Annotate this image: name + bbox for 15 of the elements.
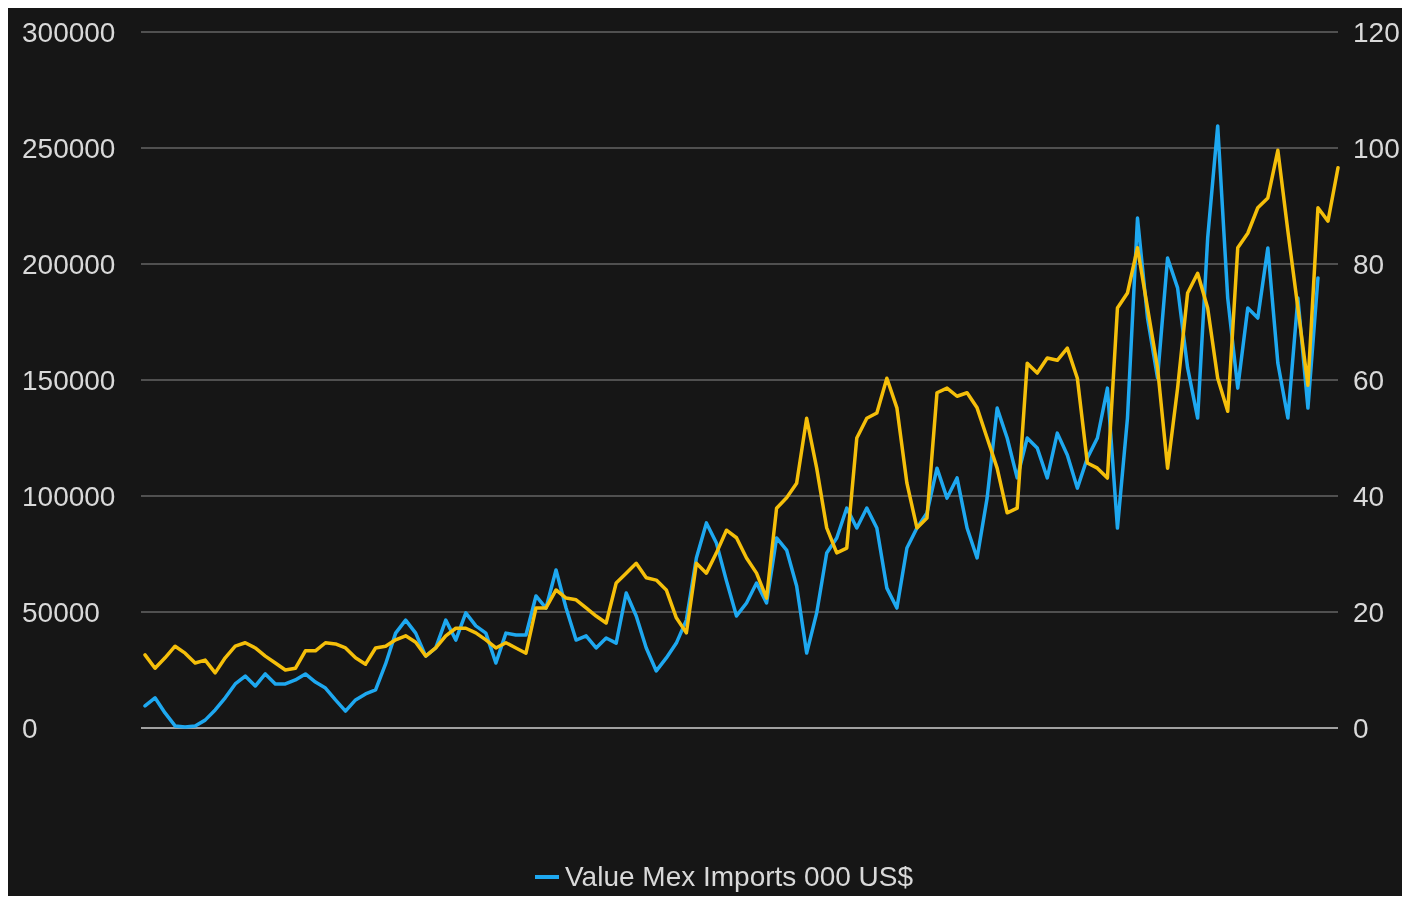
y-tick-label: 50000: [22, 596, 100, 628]
y-tick-label: 300000: [22, 16, 116, 48]
y2-tick-label: 120: [1353, 16, 1400, 48]
y2-tick-label: 100: [1353, 132, 1400, 164]
y-tick-label: 0: [22, 712, 38, 744]
legend-label: Value Mex Imports 000 US$: [565, 861, 914, 892]
y-tick-label: 100000: [22, 480, 116, 512]
y-tick-label: 200000: [22, 248, 116, 280]
y2-tick-label: 0: [1353, 712, 1369, 744]
y2-tick-label: 60: [1353, 364, 1385, 396]
y2-tick-label: 20: [1353, 596, 1385, 628]
y2-tick-label: 40: [1353, 480, 1385, 512]
y-tick-label: 150000: [22, 364, 116, 396]
y-tick-label: 250000: [22, 132, 116, 164]
y2-tick-label: 80: [1353, 248, 1385, 280]
